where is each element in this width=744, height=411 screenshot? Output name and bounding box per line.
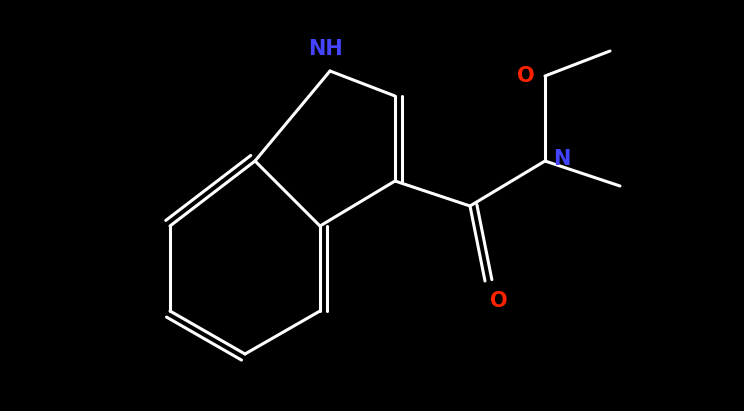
Text: O: O <box>490 291 507 311</box>
Text: O: O <box>517 66 535 86</box>
Text: N: N <box>553 149 571 169</box>
Text: NH: NH <box>307 39 342 59</box>
